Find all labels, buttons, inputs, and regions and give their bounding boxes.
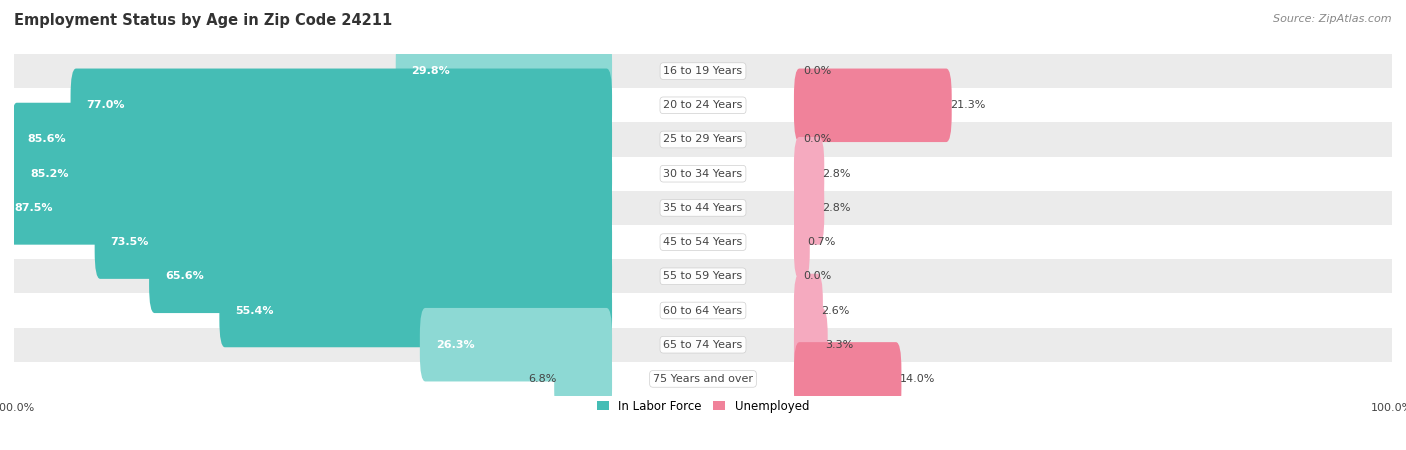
Bar bbox=[14, 362, 1392, 396]
Bar bbox=[14, 157, 1392, 191]
Bar bbox=[14, 293, 1392, 328]
Text: 6.8%: 6.8% bbox=[527, 374, 557, 384]
FancyBboxPatch shape bbox=[794, 205, 810, 279]
Text: 0.0%: 0.0% bbox=[803, 66, 831, 76]
Text: 30 to 34 Years: 30 to 34 Years bbox=[664, 169, 742, 179]
FancyBboxPatch shape bbox=[149, 239, 612, 313]
FancyBboxPatch shape bbox=[794, 137, 824, 211]
FancyBboxPatch shape bbox=[94, 205, 612, 279]
FancyBboxPatch shape bbox=[794, 171, 824, 245]
FancyBboxPatch shape bbox=[794, 342, 901, 416]
Text: 0.0%: 0.0% bbox=[803, 135, 831, 144]
Text: 55.4%: 55.4% bbox=[235, 306, 274, 315]
Text: 77.0%: 77.0% bbox=[86, 100, 125, 110]
Text: 45 to 54 Years: 45 to 54 Years bbox=[664, 237, 742, 247]
FancyBboxPatch shape bbox=[219, 274, 612, 347]
Text: 87.5%: 87.5% bbox=[14, 203, 52, 213]
FancyBboxPatch shape bbox=[420, 308, 612, 382]
Text: 85.6%: 85.6% bbox=[27, 135, 66, 144]
Bar bbox=[14, 88, 1392, 122]
Text: 29.8%: 29.8% bbox=[412, 66, 450, 76]
Text: 2.8%: 2.8% bbox=[823, 203, 851, 213]
Text: 65.6%: 65.6% bbox=[165, 271, 204, 281]
Bar bbox=[14, 328, 1392, 362]
FancyBboxPatch shape bbox=[794, 308, 828, 382]
Text: Employment Status by Age in Zip Code 24211: Employment Status by Age in Zip Code 242… bbox=[14, 14, 392, 28]
Text: 20 to 24 Years: 20 to 24 Years bbox=[664, 100, 742, 110]
Bar bbox=[14, 122, 1392, 157]
Text: 55 to 59 Years: 55 to 59 Years bbox=[664, 271, 742, 281]
Bar bbox=[14, 225, 1392, 259]
FancyBboxPatch shape bbox=[554, 342, 612, 416]
Text: 0.0%: 0.0% bbox=[803, 271, 831, 281]
Text: 3.3%: 3.3% bbox=[825, 340, 853, 350]
FancyBboxPatch shape bbox=[395, 34, 612, 108]
Bar bbox=[14, 259, 1392, 293]
FancyBboxPatch shape bbox=[14, 137, 612, 211]
Text: 26.3%: 26.3% bbox=[436, 340, 474, 350]
FancyBboxPatch shape bbox=[794, 68, 952, 142]
Text: 75 Years and over: 75 Years and over bbox=[652, 374, 754, 384]
Text: Source: ZipAtlas.com: Source: ZipAtlas.com bbox=[1274, 14, 1392, 23]
Legend: In Labor Force, Unemployed: In Labor Force, Unemployed bbox=[592, 395, 814, 418]
Text: 35 to 44 Years: 35 to 44 Years bbox=[664, 203, 742, 213]
Text: 65 to 74 Years: 65 to 74 Years bbox=[664, 340, 742, 350]
Text: 73.5%: 73.5% bbox=[111, 237, 149, 247]
Text: 14.0%: 14.0% bbox=[900, 374, 935, 384]
Text: 16 to 19 Years: 16 to 19 Years bbox=[664, 66, 742, 76]
Text: 60 to 64 Years: 60 to 64 Years bbox=[664, 306, 742, 315]
Text: 21.3%: 21.3% bbox=[949, 100, 986, 110]
Text: 2.6%: 2.6% bbox=[821, 306, 849, 315]
Text: 25 to 29 Years: 25 to 29 Years bbox=[664, 135, 742, 144]
FancyBboxPatch shape bbox=[0, 171, 612, 245]
Text: 85.2%: 85.2% bbox=[30, 169, 69, 179]
Bar bbox=[14, 54, 1392, 88]
Bar bbox=[14, 191, 1392, 225]
FancyBboxPatch shape bbox=[794, 274, 823, 347]
FancyBboxPatch shape bbox=[70, 68, 612, 142]
Text: 0.7%: 0.7% bbox=[807, 237, 837, 247]
FancyBboxPatch shape bbox=[11, 103, 612, 176]
Text: 2.8%: 2.8% bbox=[823, 169, 851, 179]
